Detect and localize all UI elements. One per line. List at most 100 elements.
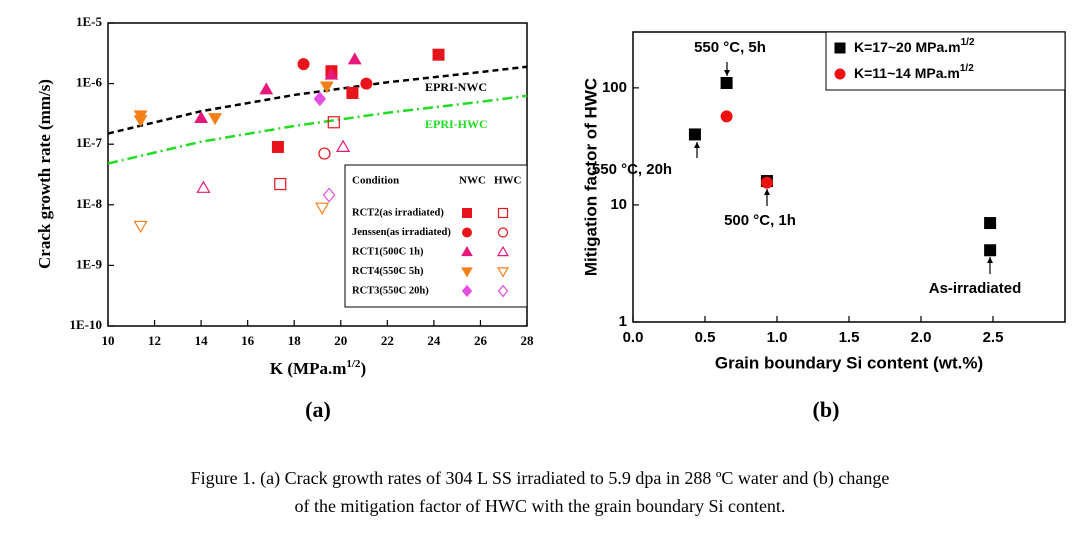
legend-label: K=17~20 MPa.m1/2	[854, 37, 975, 55]
caption: Figure 1. (a) Crack growth rates of 304 …	[191, 468, 890, 489]
x-tick-label: 12	[148, 333, 161, 348]
axis-title: Crack growth rate (mm/s)	[35, 79, 54, 269]
x-tick-label: 20	[334, 333, 347, 348]
marker	[461, 246, 473, 257]
marker	[194, 111, 209, 123]
legend-label: RCT2(as irradiated)	[352, 207, 444, 218]
legend-header: NWC	[459, 175, 486, 187]
line-label: EPRI-HWC	[425, 117, 488, 131]
y-tick-label: 1E-6	[76, 75, 103, 90]
marker	[497, 245, 509, 257]
reference-line	[107, 65, 528, 135]
legend-box	[825, 31, 1066, 91]
marker	[324, 67, 339, 80]
marker	[720, 77, 733, 90]
annotation: As-irradiated	[929, 280, 1022, 297]
reference-line	[107, 94, 528, 165]
legend-label-part: K=17~20 MPa.m	[854, 39, 961, 55]
marker	[984, 244, 997, 257]
legend-label: RCT4(550C 5h)	[352, 266, 424, 277]
legend-label-part: 1/2	[960, 63, 974, 74]
panel-label: (b)	[813, 397, 840, 422]
arrow-head	[764, 189, 770, 195]
marker	[497, 284, 509, 298]
marker	[313, 91, 326, 107]
marker	[315, 202, 330, 215]
axis-title: Mitigation factor of HWC	[581, 78, 600, 276]
x-tick-label: 0.5	[695, 329, 716, 346]
panel-label: (a)	[305, 397, 331, 422]
marker	[336, 139, 351, 152]
marker	[133, 115, 148, 128]
marker	[319, 81, 334, 94]
legend-header: HWC	[494, 175, 522, 187]
marker	[688, 128, 701, 141]
marker	[984, 217, 997, 230]
axis-title-part: K (MPa.m	[270, 359, 346, 378]
marker	[208, 113, 222, 126]
x-tick-label: 18	[288, 333, 302, 348]
y-tick-label: 1E-9	[76, 256, 103, 271]
legend-label: RCT3(550C 20h)	[352, 285, 429, 296]
x-tick-label: 22	[381, 333, 394, 348]
legend-box	[344, 164, 528, 308]
arrow-head	[987, 257, 993, 263]
marker	[327, 116, 340, 129]
x-tick-label: 1.5	[839, 329, 860, 346]
y-tick-label: 100	[602, 79, 627, 96]
x-tick-label: 10	[102, 333, 115, 348]
marker	[322, 187, 336, 203]
marker	[360, 77, 373, 90]
marker	[760, 176, 773, 189]
marker	[461, 284, 473, 298]
marker	[461, 267, 473, 278]
x-tick-label: 24	[427, 333, 441, 348]
x-tick-label: 1.0	[767, 329, 788, 346]
axis-title-part: )	[360, 359, 366, 378]
marker	[346, 86, 359, 99]
legend-label: K=11~14 MPa.m1/2	[854, 63, 974, 81]
marker	[462, 208, 472, 218]
legend-header: Condition	[352, 175, 399, 187]
annotation: 550 °C, 20h	[592, 161, 672, 178]
marker	[497, 267, 509, 278]
caption: of the mitigation factor of HWC with the…	[295, 496, 786, 516]
line-label: EPRI-NWC	[425, 80, 487, 94]
y-tick-label: 10	[610, 196, 627, 213]
annotation: 500 °C, 1h	[724, 212, 796, 229]
arrow-head	[724, 70, 730, 76]
axis-title: K (MPa.m1/2)	[270, 358, 366, 378]
marker	[432, 48, 445, 61]
marker	[318, 147, 331, 160]
marker	[462, 227, 472, 238]
marker	[259, 82, 274, 95]
x-tick-label: 26	[474, 333, 488, 348]
legend-label: RCT1(500C 1h)	[352, 246, 424, 257]
annotation: 550 °C, 5h	[694, 39, 766, 56]
marker	[347, 52, 362, 65]
marker	[720, 110, 733, 123]
arrow-head	[694, 142, 700, 148]
y-tick-label: 1	[619, 313, 627, 330]
marker	[297, 58, 310, 71]
x-tick-label: 0.0	[623, 329, 644, 346]
y-tick-label: 1E-5	[76, 14, 103, 29]
legend-label-part: 1/2	[961, 37, 975, 48]
x-tick-label: 16	[241, 333, 255, 348]
y-tick-label: 1E-7	[76, 135, 103, 150]
marker	[133, 220, 148, 234]
x-tick-label: 2.5	[983, 329, 1004, 346]
marker	[271, 140, 284, 153]
marker	[834, 42, 846, 54]
x-tick-label: 2.0	[911, 329, 932, 346]
x-tick-label: 28	[521, 333, 535, 348]
panel-a: 10 12 14 16 18 20 22 24 26 28 1E-10 1E-9 1E-8 1E-7 1E-…	[35, 14, 534, 378]
marker	[196, 180, 211, 193]
x-tick-label: 14	[195, 333, 209, 348]
marker	[834, 68, 846, 80]
marker	[497, 227, 509, 238]
legend-label-part: K=11~14 MPa.m	[854, 65, 960, 81]
